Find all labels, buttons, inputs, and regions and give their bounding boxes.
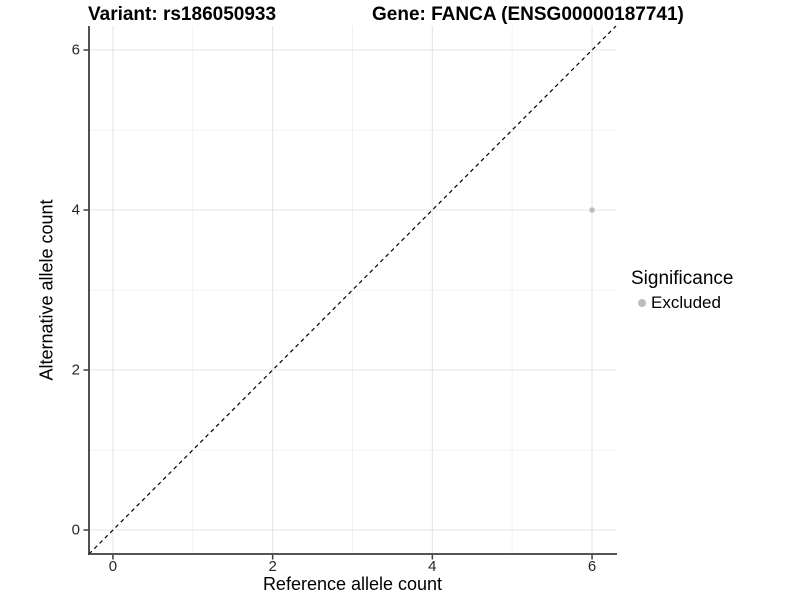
x-tick-label: 2 — [268, 558, 276, 575]
legend-item-excluded: Excluded — [631, 293, 733, 313]
legend-item-label: Excluded — [651, 293, 721, 312]
y-tick-label: 0 — [72, 522, 80, 539]
y-tick-label: 2 — [72, 362, 80, 379]
plot-title-gene: Gene: FANCA (ENSG00000187741) — [372, 4, 684, 25]
x-axis-title: Reference allele count — [262, 574, 443, 594]
x-tick-label: 0 — [109, 558, 117, 575]
data-point — [589, 207, 595, 213]
x-tick-label: 6 — [588, 558, 596, 575]
y-tick-label: 6 — [72, 42, 80, 59]
plot-title-variant: Variant: rs186050933 — [88, 4, 277, 25]
legend-title: Significance — [631, 268, 734, 289]
legend-point-icon — [638, 299, 646, 307]
y-tick-label: 4 — [72, 202, 80, 219]
y-axis-title: Alternative allele count — [36, 199, 57, 381]
x-tick-label: 4 — [428, 558, 436, 575]
legend: Significance Excluded — [631, 268, 733, 313]
